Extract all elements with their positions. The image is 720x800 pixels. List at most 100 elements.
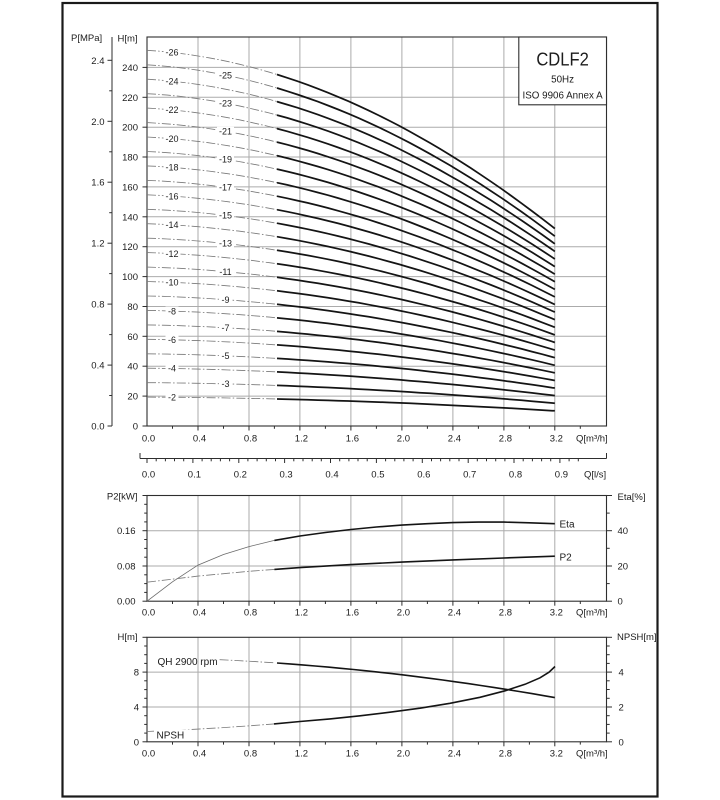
svg-text:0.1: 0.1 <box>188 470 201 481</box>
svg-text:-7: -7 <box>221 323 229 333</box>
svg-text:20: 20 <box>618 562 629 573</box>
svg-text:0.5: 0.5 <box>371 470 384 481</box>
svg-text:2.8: 2.8 <box>499 608 512 619</box>
svg-text:140: 140 <box>122 212 138 223</box>
svg-text:0.08: 0.08 <box>117 562 136 573</box>
svg-text:P[MPa]: P[MPa] <box>71 33 102 44</box>
svg-text:0.7: 0.7 <box>463 470 476 481</box>
svg-text:-6: -6 <box>168 335 176 345</box>
svg-text:0.0: 0.0 <box>142 470 155 481</box>
svg-text:Eta[%]: Eta[%] <box>618 492 646 503</box>
svg-text:40: 40 <box>127 362 138 373</box>
svg-text:3.2: 3.2 <box>550 434 563 445</box>
svg-text:3.2: 3.2 <box>550 608 563 619</box>
svg-text:50Hz: 50Hz <box>551 75 574 86</box>
svg-text:2.4: 2.4 <box>91 56 104 67</box>
svg-text:-8: -8 <box>168 306 176 316</box>
svg-text:3.2: 3.2 <box>550 749 563 760</box>
svg-text:1.6: 1.6 <box>346 434 359 445</box>
svg-text:H[m]: H[m] <box>118 632 138 643</box>
svg-text:2.4: 2.4 <box>448 608 461 619</box>
svg-text:-2: -2 <box>168 393 176 403</box>
svg-text:NPSH: NPSH <box>157 731 185 742</box>
svg-text:-11: -11 <box>219 267 231 277</box>
svg-text:2.0: 2.0 <box>397 434 410 445</box>
svg-text:60: 60 <box>127 332 138 343</box>
svg-text:-4: -4 <box>168 364 176 374</box>
svg-text:-21: -21 <box>219 127 232 137</box>
svg-text:0.0: 0.0 <box>142 608 155 619</box>
svg-text:ISO 9906 Annex A: ISO 9906 Annex A <box>523 91 604 102</box>
svg-text:180: 180 <box>122 153 138 164</box>
svg-text:2.8: 2.8 <box>499 749 512 760</box>
svg-text:40: 40 <box>618 526 629 537</box>
svg-text:H[m]: H[m] <box>118 34 138 45</box>
svg-text:240: 240 <box>122 63 138 74</box>
svg-text:NPSH[m]: NPSH[m] <box>617 632 657 643</box>
svg-text:0.4: 0.4 <box>91 361 104 372</box>
svg-text:-19: -19 <box>219 155 232 165</box>
svg-text:-26: -26 <box>165 48 178 58</box>
svg-text:0.0: 0.0 <box>142 749 155 760</box>
svg-text:220: 220 <box>122 93 138 104</box>
svg-text:-24: -24 <box>165 76 178 86</box>
svg-text:-9: -9 <box>221 295 229 305</box>
svg-text:1.6: 1.6 <box>91 178 104 189</box>
svg-text:-18: -18 <box>165 163 178 173</box>
svg-text:2: 2 <box>619 703 624 714</box>
svg-text:P2: P2 <box>560 553 573 564</box>
svg-text:1.2: 1.2 <box>295 608 308 619</box>
svg-text:160: 160 <box>122 182 138 193</box>
svg-text:0: 0 <box>618 597 623 608</box>
svg-text:0.8: 0.8 <box>244 608 257 619</box>
svg-text:P2[kW]: P2[kW] <box>107 492 138 503</box>
svg-text:Q[m³/h]: Q[m³/h] <box>576 749 608 760</box>
svg-text:0.0: 0.0 <box>142 434 155 445</box>
svg-text:20: 20 <box>127 392 138 403</box>
svg-text:0: 0 <box>133 422 138 433</box>
svg-text:-5: -5 <box>221 351 229 361</box>
svg-text:0.4: 0.4 <box>193 434 206 445</box>
svg-text:0.8: 0.8 <box>244 434 257 445</box>
svg-text:QH 2900 rpm: QH 2900 rpm <box>158 657 218 668</box>
svg-text:2.4: 2.4 <box>448 749 461 760</box>
svg-text:80: 80 <box>127 302 138 313</box>
svg-text:120: 120 <box>122 242 138 253</box>
svg-text:-17: -17 <box>219 183 232 193</box>
svg-text:-25: -25 <box>219 70 232 80</box>
svg-text:-22: -22 <box>165 105 178 115</box>
svg-text:0.4: 0.4 <box>193 749 206 760</box>
svg-text:1.2: 1.2 <box>91 239 104 250</box>
svg-text:2.0: 2.0 <box>397 749 410 760</box>
svg-text:-16: -16 <box>165 191 178 201</box>
svg-text:1.6: 1.6 <box>346 608 359 619</box>
svg-text:Q[m³/h]: Q[m³/h] <box>576 434 608 445</box>
svg-text:0.4: 0.4 <box>193 608 206 619</box>
svg-text:0.00: 0.00 <box>117 597 136 608</box>
svg-text:0: 0 <box>134 737 139 748</box>
svg-text:200: 200 <box>122 123 138 134</box>
svg-text:-20: -20 <box>165 134 178 144</box>
svg-text:0.2: 0.2 <box>234 470 247 481</box>
svg-text:2.8: 2.8 <box>499 434 512 445</box>
svg-text:-10: -10 <box>165 278 178 288</box>
svg-text:Q[l/s]: Q[l/s] <box>584 470 606 481</box>
svg-text:Eta: Eta <box>560 520 575 531</box>
svg-text:0.3: 0.3 <box>279 470 292 481</box>
svg-text:1.2: 1.2 <box>295 434 308 445</box>
svg-text:100: 100 <box>122 272 138 283</box>
svg-text:-12: -12 <box>165 249 178 259</box>
svg-text:8: 8 <box>134 668 139 679</box>
svg-text:-23: -23 <box>219 98 232 108</box>
svg-text:0.8: 0.8 <box>244 749 257 760</box>
svg-text:1.2: 1.2 <box>295 749 308 760</box>
svg-text:2.4: 2.4 <box>448 434 461 445</box>
svg-text:2.0: 2.0 <box>397 608 410 619</box>
svg-text:0.6: 0.6 <box>417 470 430 481</box>
svg-text:0.8: 0.8 <box>91 300 104 311</box>
svg-text:2.0: 2.0 <box>91 117 104 128</box>
svg-text:-13: -13 <box>219 239 232 249</box>
svg-text:CDLF2: CDLF2 <box>536 49 589 70</box>
svg-text:4: 4 <box>619 668 624 679</box>
svg-text:0.0: 0.0 <box>91 422 104 433</box>
